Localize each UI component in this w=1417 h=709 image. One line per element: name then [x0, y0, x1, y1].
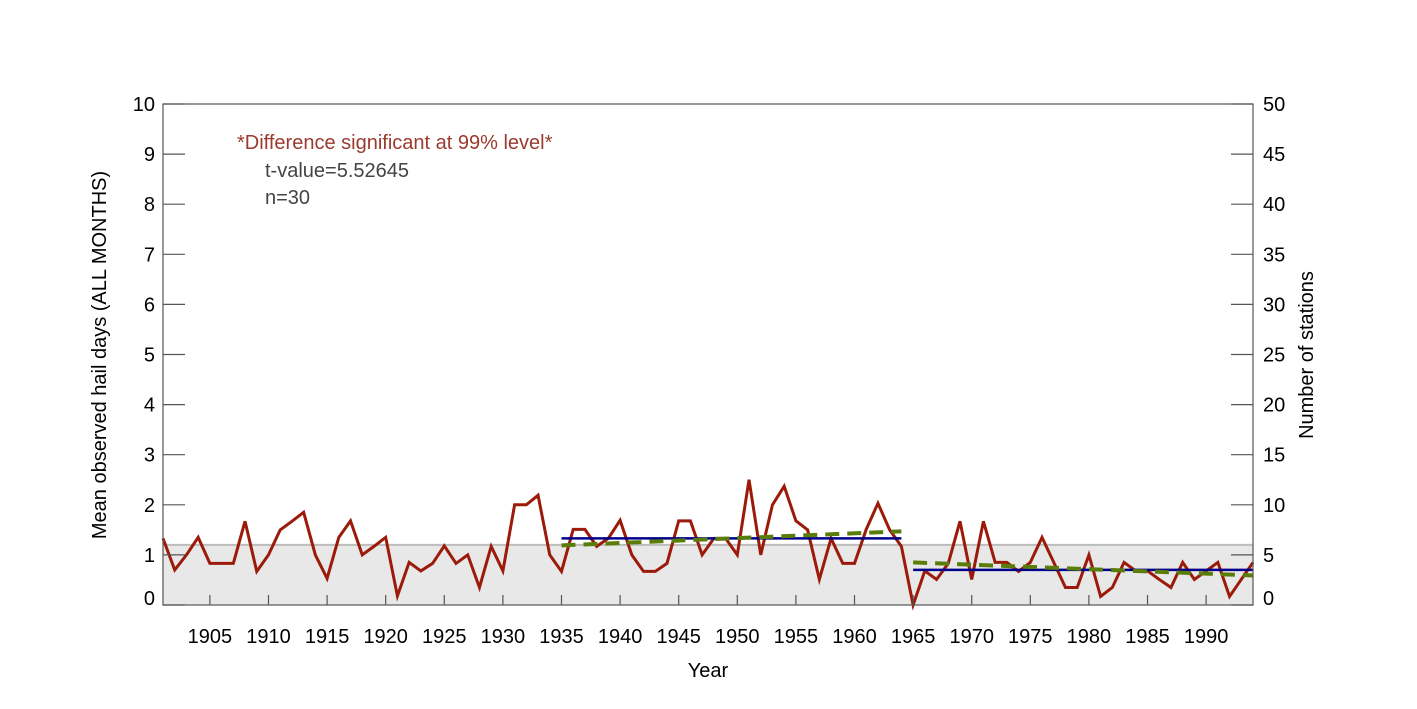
n-annotation: n=30: [265, 187, 310, 209]
x-tick-label: 1960: [832, 626, 877, 648]
y2-tick-label: 45: [1263, 144, 1285, 166]
y-axis-title: Mean observed hail days (ALL MONTHS): [89, 171, 111, 539]
y-tick-label: 9: [144, 144, 155, 166]
y2-tick-label: 50: [1263, 94, 1285, 116]
x-tick-label: 1965: [891, 626, 936, 648]
stations-area: [163, 544, 1253, 605]
y-tick-label: 3: [144, 445, 155, 467]
x-tick-label: 1945: [656, 626, 701, 648]
y-tick-label: 6: [144, 294, 155, 316]
y-tick-label: 4: [144, 395, 155, 417]
x-tick-label: 1925: [422, 626, 467, 648]
x-tick-label: 1905: [188, 626, 233, 648]
y-tick-label: 8: [144, 194, 155, 216]
x-tick-label: 1920: [363, 626, 408, 648]
y2-tick-label: 5: [1263, 545, 1274, 567]
y2-tick-label: 35: [1263, 244, 1285, 266]
x-tick-label: 1985: [1125, 626, 1170, 648]
y-tick-label: 7: [144, 244, 155, 266]
y2-tick-label: 30: [1263, 294, 1285, 316]
significance-annotation: *Difference significant at 99% level*: [237, 132, 553, 154]
y2-tick-label: 10: [1263, 495, 1285, 517]
x-tick-label: 1910: [246, 626, 291, 648]
x-axis-title: Year: [688, 660, 729, 682]
x-tick-label: 1915: [305, 626, 350, 648]
x-tick-label: 1990: [1184, 626, 1229, 648]
x-tick-label: 1975: [1008, 626, 1053, 648]
y2-tick-label: 0: [1263, 588, 1274, 610]
x-tick-label: 1940: [598, 626, 643, 648]
t-value-annotation: t-value=5.52645: [265, 160, 409, 182]
y-tick-label: 0: [144, 588, 155, 610]
trend-line: [913, 560, 1254, 578]
y-tick-label: 10: [133, 94, 155, 116]
y-tick-label: 5: [144, 345, 155, 367]
y2-tick-label: 25: [1263, 345, 1285, 367]
y-tick-label: 1: [144, 545, 155, 567]
x-tick-label: 1950: [715, 626, 760, 648]
x-tick-label: 1980: [1067, 626, 1112, 648]
trend-line: [561, 529, 902, 548]
y-tick-label: 2: [144, 495, 155, 517]
y2-tick-label: 20: [1263, 395, 1285, 417]
y2-axis-title: Number of stations: [1296, 271, 1318, 439]
x-tick-label: 1935: [539, 626, 584, 648]
x-tick-label: 1970: [949, 626, 994, 648]
x-tick-label: 1930: [481, 626, 526, 648]
x-tick-label: 1955: [774, 626, 819, 648]
y2-tick-label: 40: [1263, 194, 1285, 216]
hail-days-series-line: [161, 479, 1255, 611]
y2-tick-label: 15: [1263, 445, 1285, 467]
